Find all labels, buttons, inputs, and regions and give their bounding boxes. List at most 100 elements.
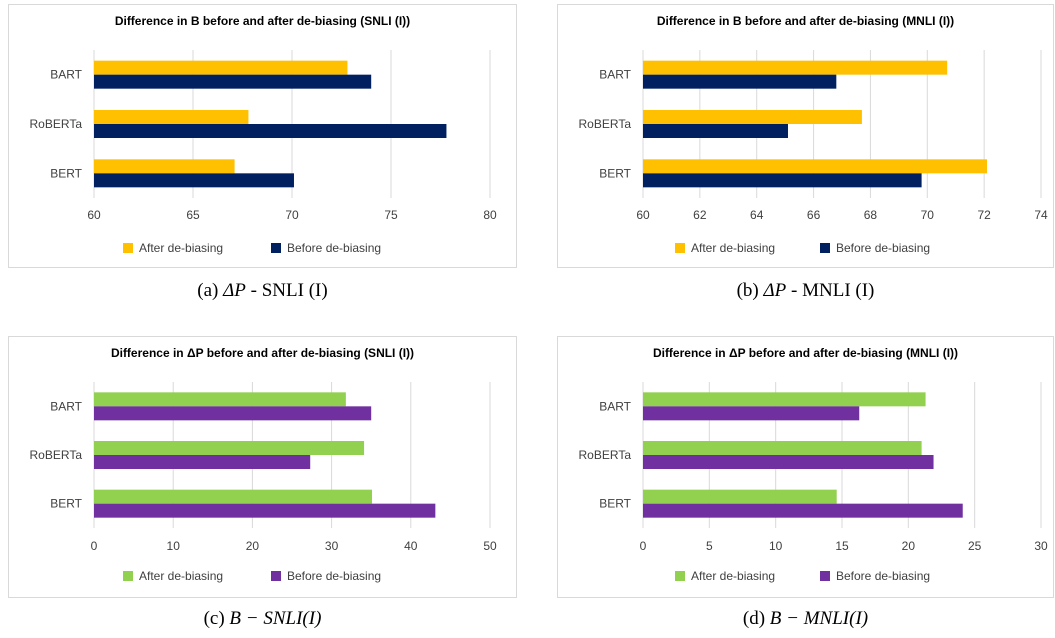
category-label: BART — [50, 68, 82, 82]
bar — [643, 60, 948, 75]
bar — [94, 60, 348, 75]
category-label: RoBERTa — [579, 117, 632, 131]
bar — [94, 489, 372, 504]
chart-panel-c: Difference in ΔP before and after de-bia… — [8, 336, 517, 598]
x-tick-label: 65 — [186, 208, 200, 222]
legend-label: After de-biasing — [139, 569, 223, 583]
chart-svg-b: Difference in B before and after de-bias… — [579, 14, 1048, 255]
bar — [94, 455, 311, 469]
caption-c: (c) B − SNLI(I) — [8, 608, 517, 630]
x-tick-label: 10 — [167, 539, 181, 553]
caption-a-prefix: (a) — [197, 280, 224, 301]
chart-panel-a: Difference in B before and after de-bias… — [8, 4, 517, 268]
bar — [643, 503, 963, 518]
chart-panel-d: Difference in ΔP before and after de-bia… — [557, 336, 1054, 598]
legend-label: Before de-biasing — [836, 241, 930, 255]
bar — [643, 441, 922, 455]
chart-svg-c: Difference in ΔP before and after de-bia… — [30, 346, 497, 583]
caption-d-math: B − MNLI(I) — [769, 608, 869, 629]
bar — [94, 159, 235, 174]
legend-label: Before de-biasing — [287, 569, 381, 583]
bar — [94, 173, 294, 188]
x-tick-label: 15 — [835, 539, 849, 553]
caption-a: (a) ΔP - SNLI (I) — [8, 280, 517, 302]
bar — [94, 441, 365, 455]
chart-title: Difference in ΔP before and after de-bia… — [653, 346, 958, 360]
x-tick-label: 60 — [636, 208, 650, 222]
caption-b: (b) ΔP - MNLI (I) — [557, 280, 1054, 302]
bar — [643, 74, 837, 89]
x-tick-label: 5 — [706, 539, 713, 553]
category-label: BART — [599, 399, 631, 413]
chart-title: Difference in B before and after de-bias… — [115, 14, 410, 28]
legend-swatch — [271, 571, 281, 581]
category-label: BERT — [50, 166, 82, 180]
x-tick-label: 75 — [384, 208, 398, 222]
x-tick-label: 40 — [404, 539, 418, 553]
category-label: BART — [50, 399, 82, 413]
chart-title: Difference in ΔP before and after de-bia… — [111, 346, 414, 360]
legend-swatch — [820, 243, 830, 253]
bar — [94, 74, 372, 89]
bar — [94, 392, 346, 407]
x-tick-label: 80 — [483, 208, 497, 222]
x-tick-label: 72 — [977, 208, 991, 222]
x-tick-label: 20 — [902, 539, 916, 553]
bar — [643, 392, 926, 407]
legend-swatch — [675, 571, 685, 581]
x-tick-label: 50 — [483, 539, 497, 553]
legend-label: After de-biasing — [691, 241, 775, 255]
bar — [94, 110, 249, 124]
caption-a-suffix: - SNLI (I) — [245, 280, 328, 301]
category-label: RoBERTa — [579, 448, 632, 462]
bar — [643, 159, 987, 174]
legend-label: After de-biasing — [691, 569, 775, 583]
caption-a-math: ΔP — [223, 280, 246, 301]
x-tick-label: 64 — [750, 208, 764, 222]
legend-label: Before de-biasing — [836, 569, 930, 583]
category-label: BART — [599, 68, 631, 82]
legend-swatch — [675, 243, 685, 253]
legend-swatch — [123, 243, 133, 253]
bar — [643, 455, 934, 469]
x-tick-label: 68 — [864, 208, 878, 222]
chart-panel-b: Difference in B before and after de-bias… — [557, 4, 1054, 268]
category-label: RoBERTa — [30, 117, 83, 131]
bar — [94, 406, 372, 421]
x-tick-label: 70 — [921, 208, 935, 222]
bar — [643, 124, 788, 138]
x-tick-label: 0 — [91, 539, 98, 553]
bar — [643, 173, 922, 188]
x-tick-label: 30 — [325, 539, 339, 553]
caption-d-prefix: (d) — [742, 608, 770, 629]
category-label: RoBERTa — [30, 448, 83, 462]
x-tick-label: 66 — [807, 208, 821, 222]
x-tick-label: 25 — [968, 539, 982, 553]
legend-label: After de-biasing — [139, 241, 223, 255]
category-label: BERT — [599, 166, 631, 180]
bar — [643, 110, 862, 124]
bar — [643, 406, 860, 421]
category-label: BERT — [50, 497, 82, 511]
caption-d: (d) B − MNLI(I) — [557, 608, 1054, 630]
legend-swatch — [123, 571, 133, 581]
legend-label: Before de-biasing — [287, 241, 381, 255]
x-tick-label: 60 — [87, 208, 101, 222]
caption-b-math: ΔP — [763, 280, 787, 301]
x-tick-label: 62 — [693, 208, 707, 222]
legend-swatch — [271, 243, 281, 253]
caption-c-prefix: (c) — [203, 608, 230, 629]
caption-c-math: B − SNLI(I) — [229, 608, 322, 629]
x-tick-label: 20 — [246, 539, 260, 553]
category-label: BERT — [599, 497, 631, 511]
bar — [94, 124, 447, 138]
chart-svg-d: Difference in ΔP before and after de-bia… — [579, 346, 1048, 583]
caption-b-prefix: (b) — [736, 280, 764, 301]
bar — [643, 489, 837, 504]
x-tick-label: 10 — [769, 539, 783, 553]
chart-title: Difference in B before and after de-bias… — [657, 14, 954, 28]
x-tick-label: 70 — [285, 208, 299, 222]
chart-svg-a: Difference in B before and after de-bias… — [30, 14, 497, 255]
x-tick-label: 74 — [1034, 208, 1048, 222]
bar — [94, 503, 436, 518]
